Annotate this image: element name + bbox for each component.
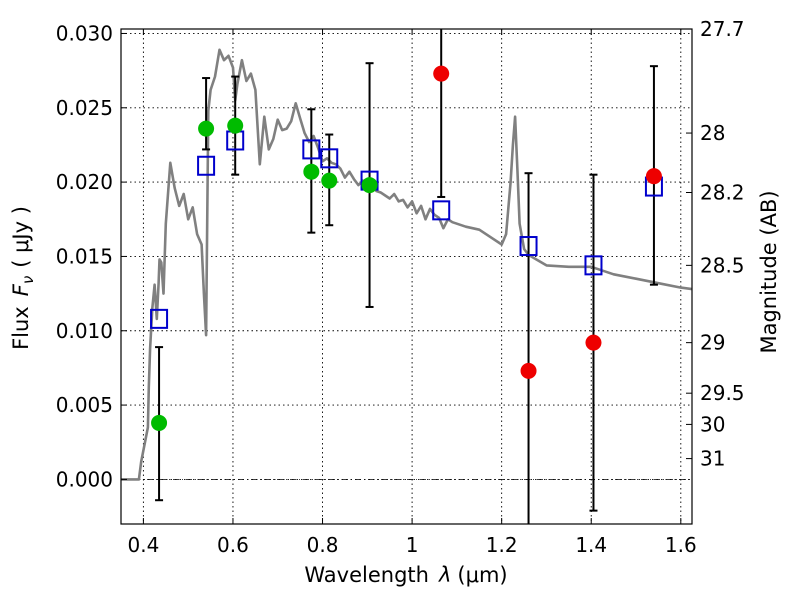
x-tick-label: 1: [406, 533, 419, 557]
y-axis-label-symbol: F: [9, 283, 33, 296]
x-axis-label-symbol: λ: [438, 563, 451, 587]
y2-tick-label: 28: [700, 121, 725, 145]
error-bar: [437, 29, 446, 198]
y-axis-label: Flux Fν ( μJy ): [9, 206, 37, 350]
y2-tick-label: 28.2: [700, 181, 745, 205]
green-data-point: [198, 120, 215, 137]
red-data-point: [433, 65, 450, 82]
model-photometry-square: [150, 308, 169, 329]
model-photometry-square: [197, 155, 216, 176]
error-bars-layer: [155, 29, 658, 524]
y-tick-label: 0.020: [56, 170, 113, 194]
y-tick-label: 0.025: [56, 96, 113, 120]
secondary-y-axis-label: Magnitude (AB): [757, 190, 781, 353]
x-tick-label: 1.6: [665, 533, 697, 557]
green-data-point: [151, 414, 168, 431]
green-data-point: [321, 172, 338, 189]
green-data-point: [361, 177, 378, 194]
grid-lines: [121, 29, 692, 524]
y2-tick-label: 28.5: [700, 253, 745, 277]
green-data-point: [303, 163, 320, 180]
y-axis-label-text: Flux: [9, 306, 33, 350]
x-tick-label: 0.4: [127, 533, 159, 557]
y-tick-label: 0.005: [56, 393, 113, 417]
green-data-point: [227, 117, 244, 134]
red-data-point: [645, 168, 662, 185]
red-data-point: [520, 362, 537, 379]
x-tick-label: 1.4: [575, 533, 607, 557]
x-tick-label: 1.2: [486, 533, 518, 557]
secondary-y-axis-ticks: 27.7 28 28.2 28.5 29 29.5 30 31: [686, 17, 745, 471]
markers-layer: [150, 65, 663, 431]
red-data-point: [585, 334, 602, 351]
y2-tick-label: 31: [700, 447, 725, 471]
model-photometry-square: [519, 236, 538, 257]
model-photometry-square: [584, 255, 603, 276]
y2-tick-label: 29: [700, 331, 725, 355]
y-axis-ticks: 0.000 0.005 0.010 0.015 0.020 0.025 0.030: [56, 21, 127, 491]
x-axis-label-text: Wavelength: [304, 563, 429, 587]
model-photometry-square: [432, 200, 451, 221]
x-axis-label: Wavelength λ (μm): [304, 563, 507, 587]
y2-tick-label: 30: [700, 412, 725, 436]
y-tick-label: 0.000: [56, 467, 113, 491]
model-photometry-square: [320, 148, 339, 169]
x-tick-label: 0.8: [307, 533, 339, 557]
y-axis-label-unit: ( μJy ): [9, 206, 33, 268]
y-tick-label: 0.010: [56, 319, 113, 343]
plot-area: [121, 29, 692, 524]
y2-tick-label: 27.7: [700, 17, 745, 41]
model-photometry-square: [302, 139, 321, 160]
plot-frame: [120, 28, 693, 525]
y-tick-label: 0.015: [56, 244, 113, 268]
y2-tick-label: 29.5: [700, 381, 745, 405]
x-tick-label: 0.6: [217, 533, 249, 557]
x-axis-ticks: 0.4 0.6 0.8 1 1.2 1.4 1.6: [127, 29, 697, 557]
y-tick-label: 0.030: [56, 21, 113, 45]
x-axis-label-unit: (μm): [457, 563, 507, 587]
error-bar: [524, 172, 533, 524]
error-bar: [202, 77, 211, 151]
y-axis-label-subscript: ν: [19, 276, 37, 284]
